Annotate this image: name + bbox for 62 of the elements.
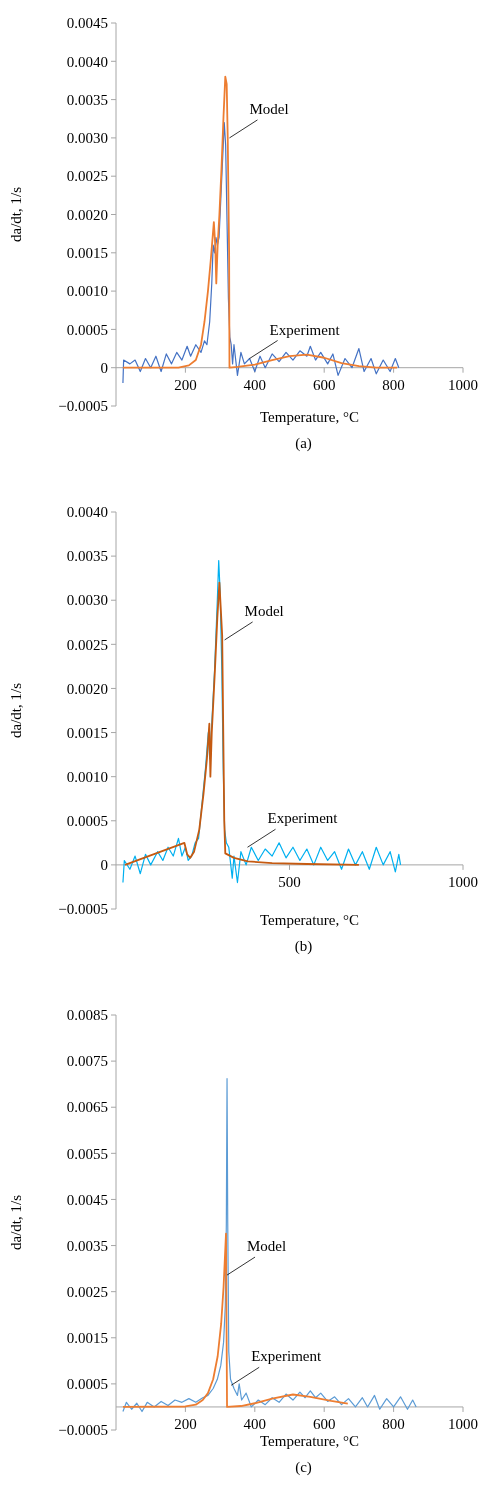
line-series [122, 75, 398, 369]
x-tick-label: 400 [243, 1415, 267, 1432]
y-tick-label: 0.0030 [66, 592, 108, 609]
y-tick-label: 0.0040 [66, 53, 108, 70]
annotation: Model [244, 602, 284, 619]
y-axis-title: da/dt, 1/s [8, 186, 24, 242]
x-tick-label: 200 [174, 1415, 197, 1432]
x-tick-label: 500 [278, 873, 301, 890]
y-tick-label: −0.0005 [58, 398, 108, 415]
y-tick-label: 0.0010 [66, 768, 108, 785]
text: (b) [294, 938, 313, 955]
annotation: Model [247, 1238, 287, 1255]
y-tick-label: 0.0020 [66, 680, 108, 697]
y-tick-label: 0.0040 [66, 504, 108, 521]
x-tick-label: 1000 [448, 376, 478, 393]
y-tick-label: −0.0005 [58, 901, 108, 918]
y-tick-label: 0.0005 [66, 813, 108, 830]
line-series [122, 1078, 417, 1413]
x-tick-label: 600 [312, 1415, 336, 1432]
y-tick-label: 0.0015 [66, 1330, 108, 1347]
x-axis-title: Temperature, °C [259, 1433, 360, 1449]
x-tick-label: 800 [382, 1415, 405, 1432]
y-tick-label: 0.0025 [66, 1283, 108, 1300]
y-tick-label: 0.0085 [66, 1007, 108, 1024]
x-axis-title: Temperature, °C [259, 912, 360, 928]
y-tick-label: 0.0075 [66, 1053, 108, 1070]
y-tick-label: 0.0035 [66, 1237, 108, 1254]
y-tick-label: 0.0020 [66, 206, 108, 223]
y-tick-label: 0.0030 [66, 130, 108, 147]
y-tick-label: 0.0025 [66, 636, 108, 653]
text: (c) [295, 1459, 312, 1476]
x-tick-label: 800 [382, 376, 405, 393]
annotation: Model [249, 100, 289, 117]
y-tick-label: 0.0035 [66, 548, 108, 565]
y-tick-label: 0.0015 [66, 245, 108, 262]
line-series [122, 1232, 349, 1408]
y-tick-label: −0.0005 [58, 1422, 108, 1439]
y-tick-label: 0.0015 [66, 724, 108, 741]
y-tick-label: 0.0045 [66, 15, 108, 32]
x-tick-label: 600 [312, 376, 336, 393]
x-tick-label: 1000 [448, 873, 478, 890]
annotation: Experiment [251, 1348, 323, 1365]
x-tick-label: 400 [243, 376, 267, 393]
y-tick-label: 0.0025 [66, 168, 108, 185]
y-tick-label: 0.0005 [66, 1376, 108, 1393]
y-tick-label: 0 [100, 857, 108, 874]
x-axis-title: Temperature, °C [259, 409, 360, 425]
y-tick-label: 0.0035 [66, 91, 108, 108]
y-tick-label: 0.0005 [66, 321, 108, 338]
x-tick-label: 200 [174, 376, 197, 393]
y-tick-label: 0.0065 [66, 1099, 108, 1116]
y-tick-label: 0.0045 [66, 1191, 108, 1208]
y-tick-label: 0.0010 [66, 283, 108, 300]
y-axis-title: da/dt, 1/s [8, 1194, 24, 1250]
annotation: Experiment [269, 321, 341, 338]
x-tick-label: 1000 [448, 1415, 478, 1432]
annotation: Experiment [267, 810, 339, 827]
line-series [124, 581, 360, 866]
y-tick-label: 0 [100, 359, 108, 376]
text: (a) [295, 435, 312, 452]
y-tick-label: 0.0055 [66, 1145, 108, 1162]
y-axis-title: da/dt, 1/s [8, 682, 24, 738]
